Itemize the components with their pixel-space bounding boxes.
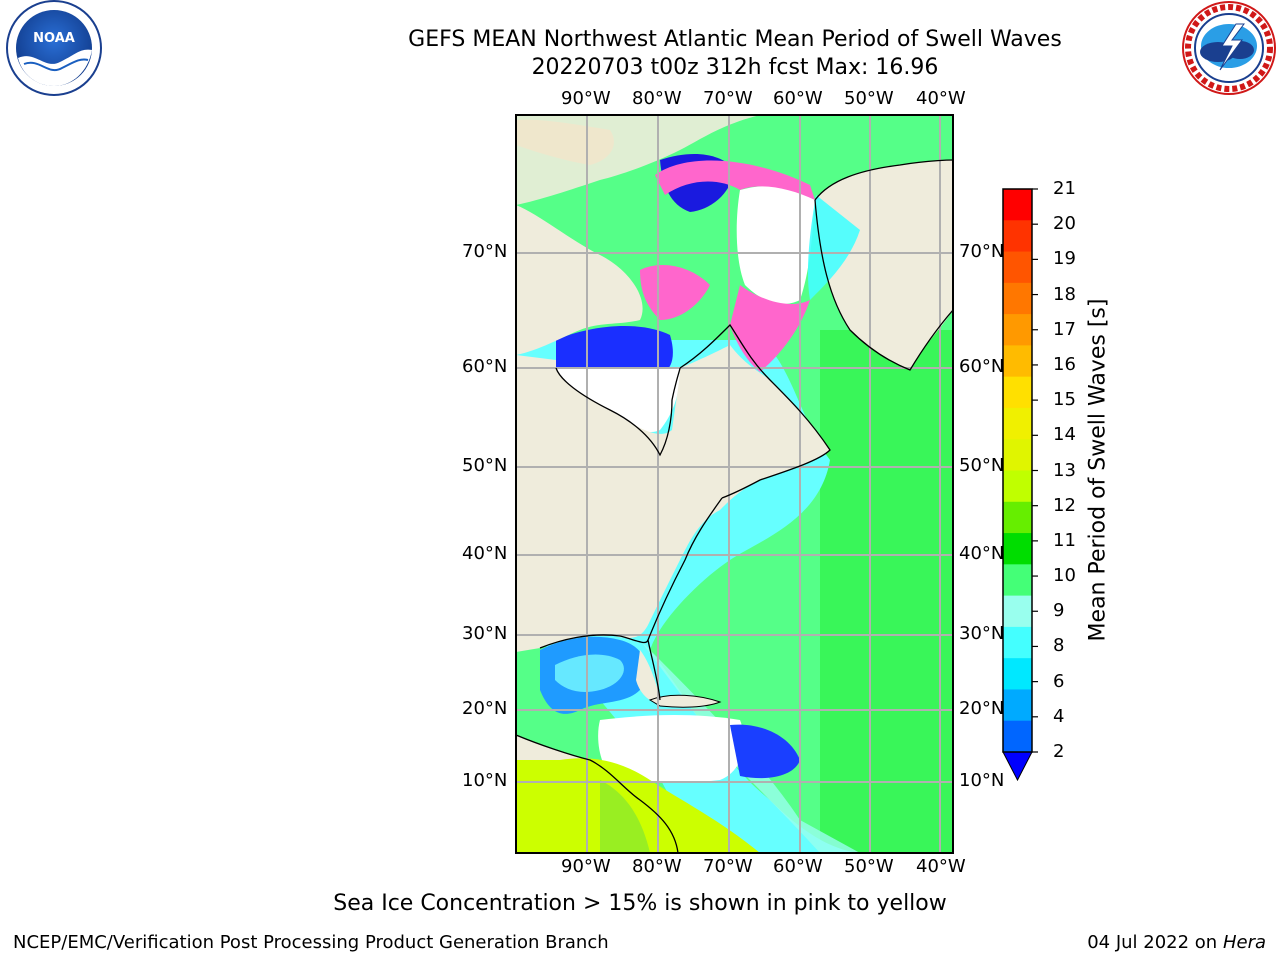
colorbar-segment <box>1003 407 1032 440</box>
colorbar-tick-label: 6 <box>1053 670 1065 692</box>
footer-date: 04 Jul 2022 on Hera <box>1087 932 1266 953</box>
colorbar-tick-label: 13 <box>1053 459 1076 481</box>
colorbar-segment <box>1003 470 1032 503</box>
noaa-logo-text: NOAA <box>33 31 75 46</box>
colorbar-tick-label: 19 <box>1053 248 1076 270</box>
map-area <box>516 115 953 853</box>
colorbar-tick-label: 20 <box>1053 213 1076 235</box>
lat-tick-right: 40°N <box>959 543 1005 564</box>
colorbar-segment <box>1003 282 1032 315</box>
lon-tick-bottom: 50°W <box>844 856 894 877</box>
lat-tick-right: 70°N <box>959 241 1005 262</box>
lat-tick-left: 50°N <box>462 455 508 476</box>
lat-tick-right: 30°N <box>959 623 1005 644</box>
colorbar-segment <box>1003 220 1032 253</box>
colorbar-segment <box>1003 564 1032 597</box>
nws-logo-icon <box>1182 1 1276 95</box>
colorbar <box>1002 188 1038 782</box>
colorbar-label: Mean Period of Swell Waves [s] <box>1085 298 1111 642</box>
colorbar-segment <box>1003 595 1032 628</box>
colorbar-segment <box>1003 251 1032 284</box>
colorbar-tick-label: 18 <box>1053 283 1076 305</box>
lat-tick-right: 20°N <box>959 698 1005 719</box>
chart-subtitle: 20220703 t00z 312h fcst Max: 16.96 <box>531 55 939 80</box>
lon-tick-bottom: 80°W <box>632 856 682 877</box>
chart-title: GEFS MEAN Northwest Atlantic Mean Period… <box>408 27 1062 52</box>
noaa-logo-icon: NOAA <box>6 0 102 96</box>
lon-tick-bottom: 60°W <box>773 856 823 877</box>
lat-tick-right: 10°N <box>959 770 1005 791</box>
colorbar-segment <box>1003 314 1032 346</box>
lon-tick-bottom: 40°W <box>916 856 966 877</box>
lon-tick-top: 40°W <box>916 88 966 109</box>
colorbar-segment <box>1003 501 1032 534</box>
lat-tick-right: 50°N <box>959 455 1005 476</box>
colorbar-segment <box>1003 720 1032 753</box>
colorbar-segment <box>1003 376 1032 409</box>
lat-tick-left: 10°N <box>462 770 508 791</box>
lon-tick-top: 80°W <box>632 88 682 109</box>
footer-branch: NCEP/EMC/Verification Post Processing Pr… <box>13 932 609 953</box>
lon-tick-bottom: 70°W <box>703 856 753 877</box>
colorbar-tick-label: 14 <box>1053 424 1076 446</box>
colorbar-segment <box>1003 689 1032 722</box>
colorbar-tick-label: 11 <box>1053 529 1076 551</box>
ice-caption: Sea Ice Concentration > 15% is shown in … <box>333 891 947 916</box>
footer-date-text: 04 Jul 2022 on <box>1087 932 1223 953</box>
colorbar-segment <box>1003 439 1032 471</box>
colorbar-segment <box>1003 658 1032 690</box>
lon-tick-top: 70°W <box>703 88 753 109</box>
lat-tick-left: 40°N <box>462 543 508 564</box>
colorbar-tick-label: 4 <box>1053 705 1065 727</box>
colorbar-tick-label: 12 <box>1053 494 1076 516</box>
lon-tick-top: 50°W <box>844 88 894 109</box>
lat-tick-left: 20°N <box>462 698 508 719</box>
colorbar-extend-arrow <box>1002 751 1033 782</box>
lat-tick-left: 30°N <box>462 623 508 644</box>
map-frame <box>515 114 954 854</box>
colorbar-tick-label: 21 <box>1053 178 1076 199</box>
colorbar-tick-label: 15 <box>1053 389 1076 411</box>
colorbar-segment <box>1003 189 1032 221</box>
colorbar-segment <box>1003 533 1032 565</box>
lon-tick-top: 90°W <box>561 88 611 109</box>
colorbar-tick-label: 2 <box>1053 741 1065 762</box>
colorbar-segment <box>1003 345 1032 378</box>
lon-tick-top: 60°W <box>773 88 823 109</box>
colorbar-tick-label: 17 <box>1053 318 1076 340</box>
colorbar-tick-label: 16 <box>1053 353 1076 375</box>
colorbar-segment <box>1003 626 1032 659</box>
colorbar-tick-label: 9 <box>1053 600 1065 622</box>
colorbar-tick-label: 10 <box>1053 565 1076 587</box>
lat-tick-left: 70°N <box>462 241 508 262</box>
lon-tick-bottom: 90°W <box>561 856 611 877</box>
lat-tick-left: 60°N <box>462 356 508 377</box>
footer-host: Hera <box>1222 932 1266 953</box>
colorbar-tick-label: 8 <box>1053 635 1065 657</box>
lat-tick-right: 60°N <box>959 356 1005 377</box>
